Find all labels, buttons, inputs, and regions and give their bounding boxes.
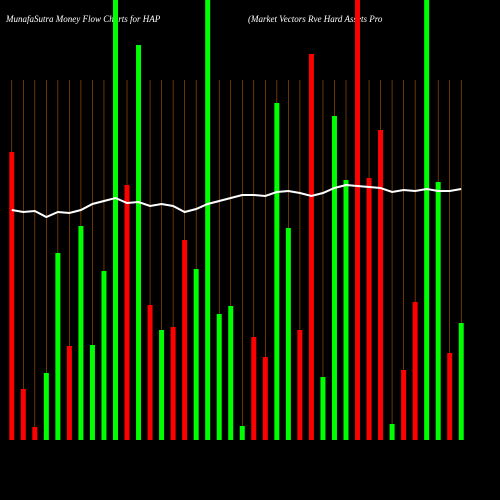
bar [170, 327, 176, 440]
chart-subtitle: (Market Vectors Rve Hard Assets Pro [248, 14, 383, 24]
bar [193, 269, 199, 440]
bar [343, 180, 349, 440]
bar [401, 370, 407, 440]
bar [366, 178, 372, 440]
bar [297, 330, 303, 440]
bar [159, 330, 165, 440]
bar [424, 0, 430, 440]
bar [308, 54, 314, 440]
bar [447, 353, 453, 440]
bar [285, 228, 291, 440]
bar [43, 373, 49, 440]
bar [32, 427, 38, 440]
bar [216, 314, 222, 440]
bar [389, 424, 395, 440]
bar [262, 357, 268, 440]
chart-title: MunafaSutra Money Flow Charts for HAP [5, 14, 161, 24]
bar [274, 103, 280, 440]
bar [355, 0, 361, 440]
bar [251, 337, 257, 440]
bar [78, 226, 84, 440]
bar [101, 271, 107, 440]
bar [378, 130, 384, 440]
bar [435, 182, 441, 440]
bar [147, 305, 153, 440]
bar [458, 323, 464, 440]
bar [228, 306, 234, 440]
bar [55, 253, 61, 440]
bar [182, 240, 188, 440]
bar [331, 116, 337, 440]
bar [412, 302, 418, 440]
bar [20, 389, 26, 440]
bar [239, 426, 245, 440]
bar [9, 152, 15, 440]
bar [136, 45, 142, 440]
bar [112, 0, 118, 440]
bar [89, 345, 95, 440]
bar [205, 0, 211, 440]
bar [66, 346, 72, 440]
money-flow-line [11, 183, 462, 219]
bar [320, 377, 326, 440]
bar [124, 185, 130, 440]
